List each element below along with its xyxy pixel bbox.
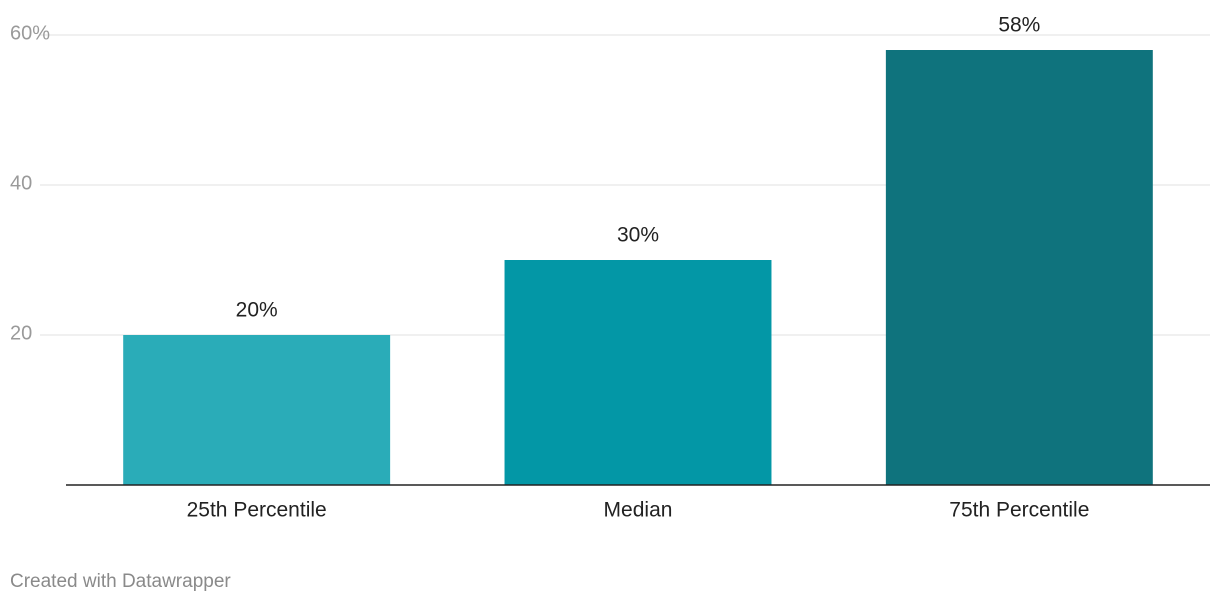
value-label: 20%	[236, 299, 278, 322]
y-tick-label: 40	[10, 172, 32, 194]
y-tick-label: 60%	[10, 22, 50, 44]
bar	[504, 260, 772, 485]
bar	[885, 50, 1153, 485]
footer: Created with Datawrapper	[10, 571, 231, 592]
value-label: 58%	[998, 14, 1040, 37]
y-tick-label: 20	[10, 322, 32, 344]
value-label: 30%	[617, 224, 659, 247]
x-tick-label: Median	[604, 499, 673, 522]
x-tick-label: 25th Percentile	[187, 499, 327, 522]
x-tick-label: 75th Percentile	[949, 499, 1089, 522]
bar	[123, 335, 391, 485]
